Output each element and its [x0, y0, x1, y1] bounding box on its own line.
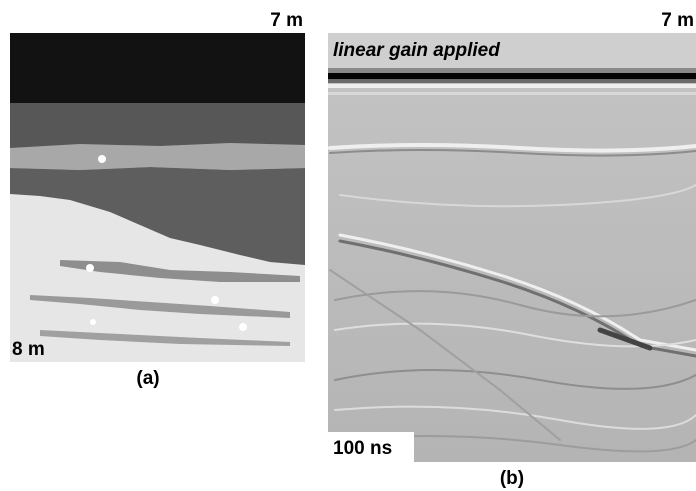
panel-a-bottom-label: 8 m — [12, 339, 45, 360]
panel-b-top-label: 7 m — [661, 10, 694, 31]
panel-b-annotation: linear gain applied — [333, 40, 500, 61]
panel-a-image — [10, 33, 305, 362]
time-label-box — [328, 432, 414, 462]
panel-b-image — [328, 33, 696, 462]
panel-b-caption: (b) — [500, 468, 524, 489]
panel-a-top-label: 7 m — [270, 10, 303, 31]
panel-a-caption: (a) — [136, 368, 159, 389]
panel-b-time-label: 100 ns — [333, 438, 392, 459]
